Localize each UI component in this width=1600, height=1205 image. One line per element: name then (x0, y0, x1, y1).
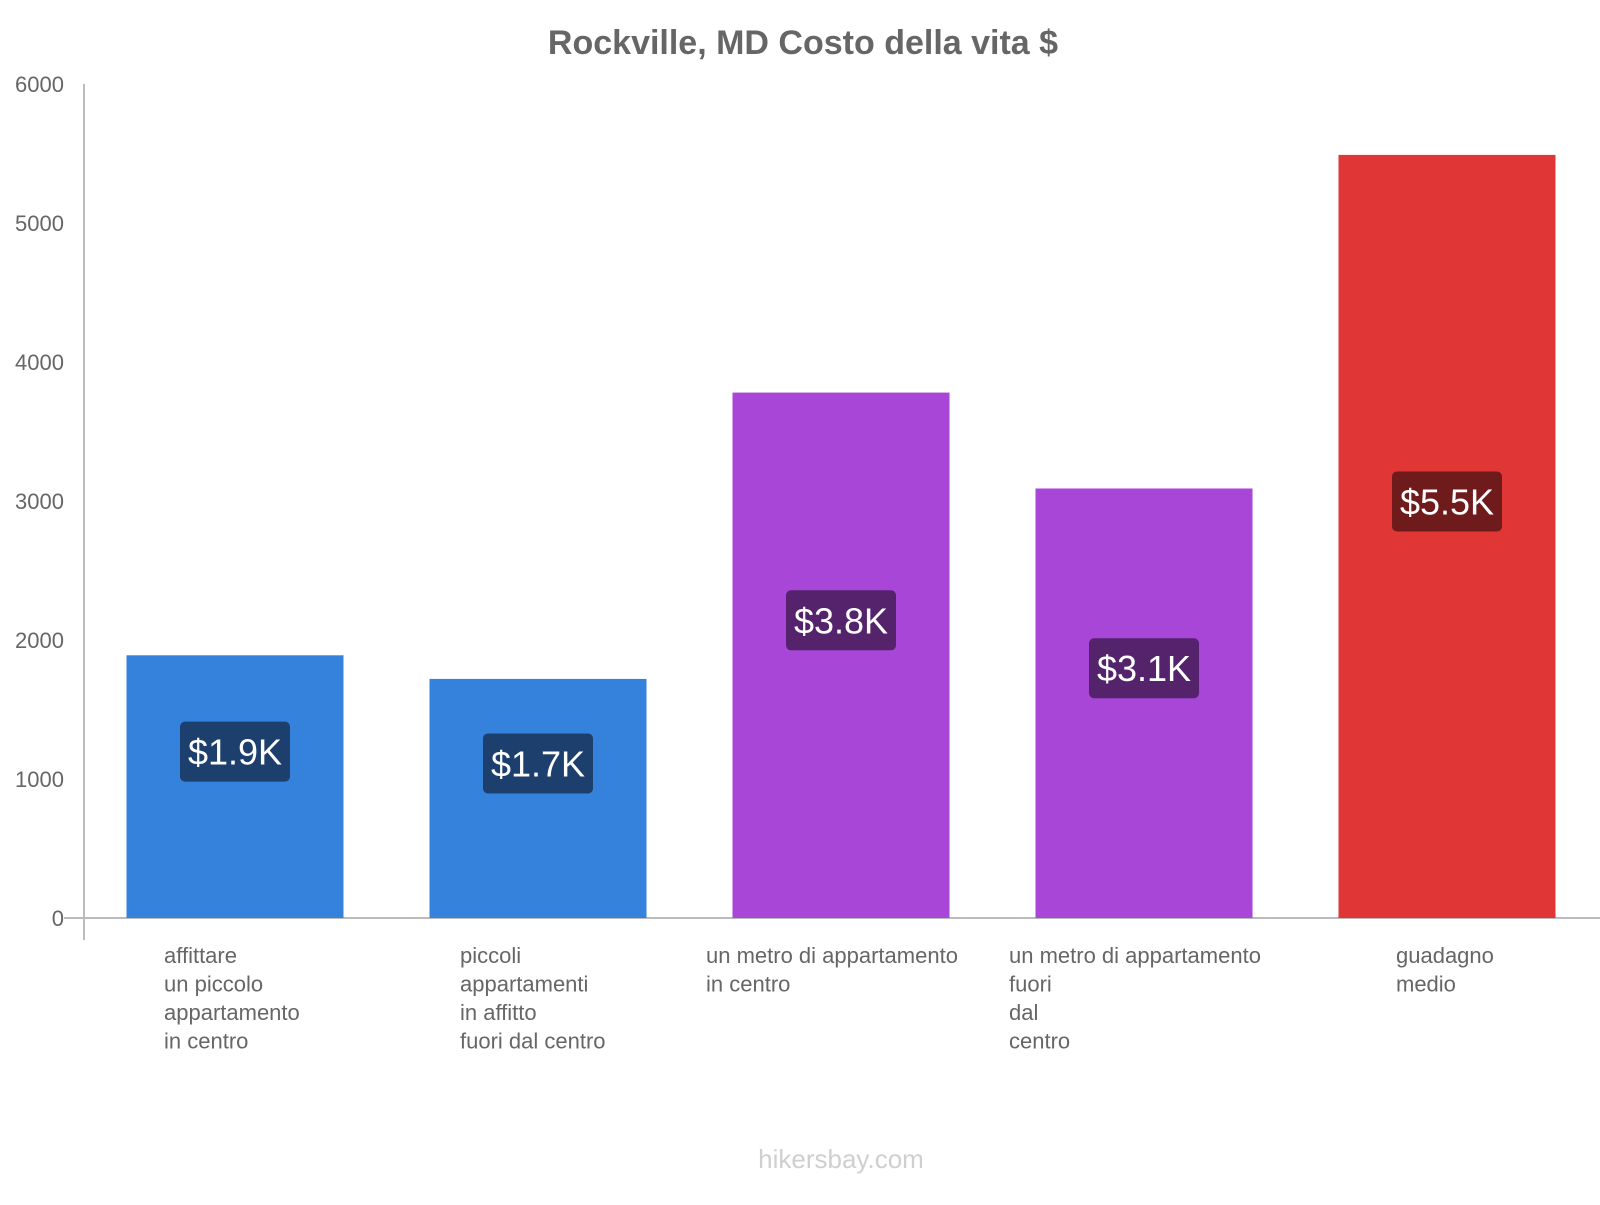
bar (732, 392, 950, 919)
data-label: $5.5K (1400, 481, 1494, 522)
x-tick-label: affittare (164, 943, 237, 968)
bar (429, 678, 647, 918)
watermark: hikersbay.com (758, 1144, 924, 1174)
x-axis-labels: affittare un piccolo appartamento in centro… (164, 943, 1494, 1054)
x-tick-label: appartamento (164, 1000, 300, 1025)
x-tick-label: fuori (1009, 972, 1052, 997)
x-tick-label: in affitto (460, 1000, 537, 1025)
x-tick-label: in centro (164, 1029, 248, 1054)
data-label: $3.1K (1097, 648, 1191, 689)
data-label-box (1089, 638, 1199, 699)
y-tick-label: 1000 (15, 767, 64, 792)
x-tick-label: guadagno (1396, 943, 1494, 968)
bar (126, 655, 344, 918)
x-tick-label: medio (1396, 972, 1456, 997)
y-tick-label: 3000 (15, 489, 64, 514)
chart-title: Rockville, MD Costo della vita $ (548, 24, 1058, 62)
x-tick-label: fuori dal centro (460, 1029, 606, 1054)
data-label: $1.7K (491, 743, 585, 784)
y-tick-label: 2000 (15, 628, 64, 653)
data-label: $1.9K (188, 732, 282, 773)
y-tick-label: 5000 (15, 211, 64, 236)
x-tick-label: un metro di appartamento (1009, 943, 1261, 968)
bar (1338, 154, 1556, 918)
x-tick-label: centro (1009, 1029, 1070, 1054)
bars: $1.9K $1.7K $3.8K $3.1K $5.5K (126, 154, 1556, 919)
y-tick-label: 4000 (15, 350, 64, 375)
x-tick-label: un metro di appartamento (706, 943, 958, 968)
x-tick-label: un piccolo (164, 972, 263, 997)
data-label-box (180, 721, 290, 782)
x-tick-label: appartamenti (460, 972, 588, 997)
x-tick-label: piccoli (460, 943, 521, 968)
data-label-box (786, 590, 896, 651)
y-tick-label: 6000 (15, 72, 64, 97)
data-label-box (1392, 471, 1502, 532)
x-tick-label: in centro (706, 972, 790, 997)
y-tick-label: 0 (52, 906, 64, 931)
x-tick-label: dal (1009, 1000, 1038, 1025)
data-label: $3.8K (794, 600, 888, 641)
bar (1035, 488, 1253, 918)
data-label-box (483, 733, 593, 794)
